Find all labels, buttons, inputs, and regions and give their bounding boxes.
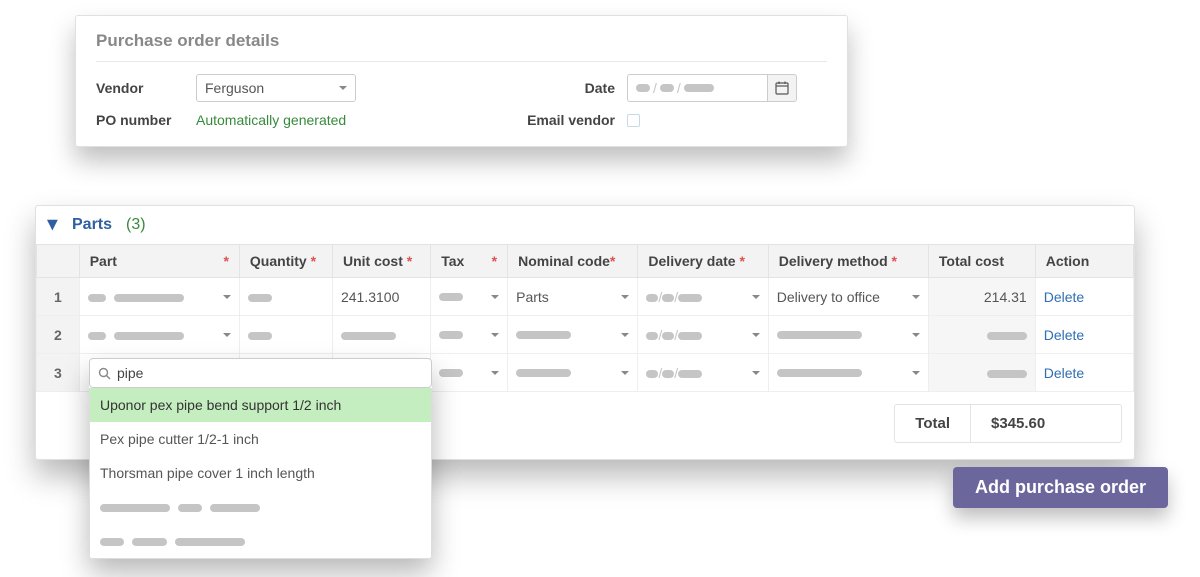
po-number-value: Automatically generated [196,112,416,128]
delete-link[interactable]: Delete [1044,365,1084,381]
chevron-down-icon [621,371,629,375]
total-cost-cell [928,316,1035,354]
quantity-cell[interactable] [239,278,332,316]
col-quantity: Quantity [250,253,307,269]
vendor-value: Ferguson [205,80,264,96]
part-search-input[interactable] [117,365,423,381]
chevron-down-icon [491,295,499,299]
chevron-down-icon [752,333,760,337]
unit-cost-cell[interactable] [332,316,430,354]
chevron-down-icon [912,371,920,375]
parts-count: (3) [126,216,146,234]
nominal-cell[interactable] [508,316,638,354]
calendar-icon [775,81,789,95]
totals-box: Total $345.60 [894,404,1122,443]
search-result-item[interactable]: Pex pipe cutter 1/2-1 inch [90,422,431,456]
search-result-item[interactable] [90,524,431,558]
table-header-row: Part * Quantity * Unit cost * Tax * Nomi… [37,245,1134,278]
delivery-date-cell[interactable]: // [638,278,768,316]
vendor-select[interactable]: Ferguson [196,74,356,102]
row-number: 2 [37,316,80,354]
delete-link[interactable]: Delete [1044,327,1084,343]
part-cell[interactable] [79,278,239,316]
search-icon [98,367,111,380]
vendor-label: Vendor [96,80,196,96]
col-action: Action [1046,253,1090,269]
chevron-down-icon [491,371,499,375]
col-total-cost: Total cost [939,253,1004,269]
search-result-item[interactable] [90,490,431,524]
parts-header[interactable]: ▶ Parts (3) [36,206,1134,244]
col-delivery-date: Delivery date [648,253,735,269]
unit-cost-cell[interactable]: 241.3100 [332,278,430,316]
total-cost-cell [928,354,1035,392]
delivery-date-cell[interactable]: // [638,354,768,392]
email-vendor-label: Email vendor [507,112,627,128]
po-number-label: PO number [96,112,196,128]
tax-cell[interactable] [431,278,508,316]
email-vendor-checkbox[interactable] [627,114,640,127]
delivery-date-cell[interactable]: // [638,316,768,354]
row-number: 1 [37,278,80,316]
chevron-down-icon [912,333,920,337]
col-delivery-method: Delivery method [779,253,888,269]
nominal-value: Parts [516,289,549,305]
part-search-results: Uponor pex pipe bend support 1/2 inch Pe… [89,388,432,559]
total-cost-cell: 214.31 [928,278,1035,316]
tax-cell[interactable] [431,316,508,354]
row-number: 3 [37,354,80,392]
nominal-cell[interactable] [508,354,638,392]
part-search-popover: Uponor pex pipe bend support 1/2 inch Pe… [89,358,432,559]
totals-value: $345.60 [971,405,1121,442]
add-purchase-order-button[interactable]: Add purchase order [953,467,1168,508]
purchase-order-details-card: Purchase order details Vendor Ferguson D… [75,15,848,147]
card-title: Purchase order details [96,31,827,62]
chevron-down-icon [752,295,760,299]
table-row: 1 241.3100 Parts // Delivery to office 2… [37,278,1134,316]
delivery-method-value: Delivery to office [777,289,880,305]
delivery-method-cell[interactable] [768,354,928,392]
col-nominal: Nominal code [518,253,610,269]
chevron-down-icon [621,333,629,337]
delivery-method-cell[interactable]: Delivery to office [768,278,928,316]
col-part: Part [90,253,117,269]
search-result-item[interactable]: Thorsman pipe cover 1 inch length [90,456,431,490]
table-row: 2 // Delete [37,316,1134,354]
chevron-down-icon [912,295,920,299]
chevron-down-icon [491,333,499,337]
part-search-input-wrap[interactable] [89,358,432,388]
chevron-down-icon [223,295,231,299]
quantity-cell[interactable] [239,316,332,354]
delete-link[interactable]: Delete [1044,289,1084,305]
date-label: Date [507,80,627,96]
part-cell[interactable] [79,316,239,354]
tax-cell[interactable] [431,354,508,392]
chevron-down-icon: ▶ [45,220,61,230]
delivery-method-cell[interactable] [768,316,928,354]
nominal-cell[interactable]: Parts [508,278,638,316]
totals-label: Total [895,405,971,442]
col-tax: Tax [441,253,464,269]
chevron-down-icon [752,371,760,375]
parts-title: Parts [72,216,112,234]
col-unit-cost: Unit cost [343,253,403,269]
calendar-button[interactable] [767,74,797,102]
chevron-down-icon [339,86,347,90]
date-input[interactable]: / / [627,74,767,102]
chevron-down-icon [223,333,231,337]
chevron-down-icon [621,295,629,299]
search-result-item[interactable]: Uponor pex pipe bend support 1/2 inch [90,388,431,422]
